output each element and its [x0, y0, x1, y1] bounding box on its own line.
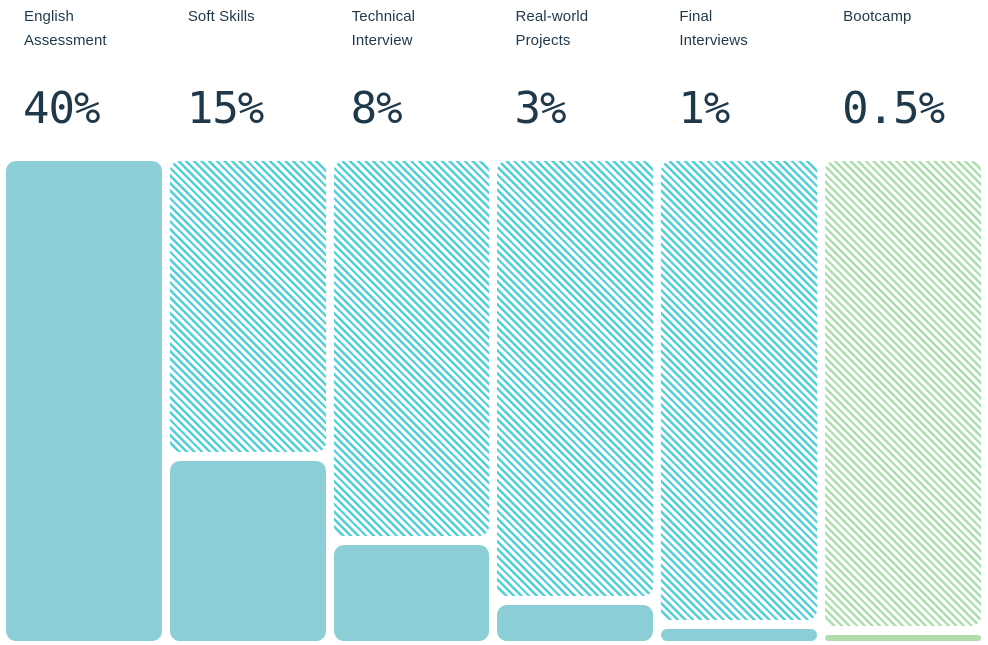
stage-value-solid-bar	[333, 545, 490, 641]
stage-bars	[169, 161, 326, 641]
stage-label: Bootcamp	[843, 8, 912, 25]
stage-value-solid-bar	[169, 461, 326, 641]
funnel-column: Technical Interview 8%	[333, 5, 490, 641]
stage-bars	[6, 161, 162, 641]
stage-percentage-value: 1%	[678, 83, 730, 134]
stage-value-solid-bar	[497, 605, 654, 641]
stage-label: Technical Interview	[351, 8, 416, 49]
stage-bars	[825, 161, 981, 641]
stage-remainder-hatched-bar	[497, 161, 654, 596]
stage-percentage-value: 15%	[186, 83, 264, 134]
stage-remainder-hatched-bar	[661, 161, 818, 620]
stage-percentage-value: 8%	[350, 83, 403, 134]
stage-value-solid-bar	[825, 635, 981, 641]
funnel-column: Soft Skills 15%	[169, 5, 326, 641]
stage-bars	[333, 161, 490, 641]
stage-percentage-value: 3%	[514, 83, 566, 134]
stage-remainder-hatched-bar	[169, 161, 326, 452]
stage-remainder-hatched-bar	[825, 161, 981, 626]
stage-bars	[497, 161, 654, 641]
stage-remainder-hatched-bar	[333, 161, 490, 536]
funnel-column: English Assessment 40%	[6, 5, 162, 641]
funnel-column: Real-world Projects 3%	[497, 5, 654, 641]
stage-percentage-value: 40%	[23, 83, 100, 134]
stage-value-solid-bar	[6, 161, 162, 641]
stage-label: Final Interviews	[679, 8, 748, 49]
stage-bars	[661, 161, 818, 641]
stage-value-solid-bar	[661, 629, 818, 641]
funnel-column: Bootcamp 0.5%	[825, 5, 981, 641]
funnel-column: Final Interviews 1%	[661, 5, 818, 641]
stage-label: Soft Skills	[187, 8, 255, 25]
stage-label: Real-world Projects	[515, 8, 589, 49]
stage-percentage-value: 0.5%	[842, 83, 945, 134]
stage-label: English Assessment	[24, 8, 107, 49]
